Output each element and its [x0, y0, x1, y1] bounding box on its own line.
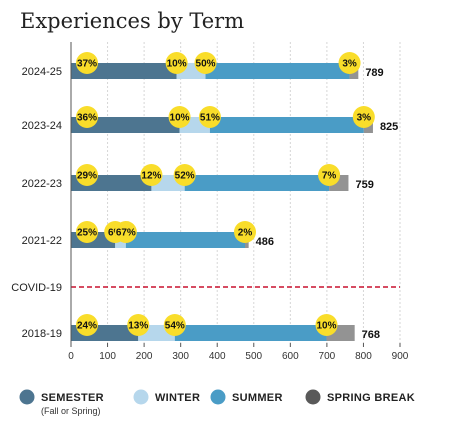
percent-bubble [352, 106, 375, 128]
x-tick-label: 800 [355, 351, 372, 362]
percent-bubble [163, 314, 186, 336]
percent-bubble [338, 52, 361, 74]
percent-label: 50% [196, 59, 216, 70]
x-tick-label: 600 [282, 351, 299, 362]
row-label: 2023-24 [22, 120, 62, 132]
legend-label: SPRING BREAK [327, 392, 415, 404]
x-tick-label: 0 [68, 351, 74, 362]
row-label: 2021-22 [22, 235, 62, 247]
bars: 2024-25 37% 10% 50% 3% 789 2023-24 36% 10% 51% 3% 8… [11, 52, 400, 341]
x-tick-label: 200 [136, 351, 153, 362]
percent-label: 24% [77, 321, 97, 332]
percent-bubble [318, 164, 341, 186]
x-tick-label: 700 [319, 351, 336, 362]
percent-label: 36% [77, 113, 97, 124]
percent-label: 7% [322, 171, 337, 182]
gridlines [70, 42, 401, 343]
percent-label: 3% [357, 113, 372, 124]
percent-label: 13% [128, 321, 148, 332]
legend-label: SEMESTER [41, 392, 104, 404]
bar-segment [71, 63, 177, 79]
legend-label: WINTER [155, 392, 200, 404]
row-total: 768 [362, 329, 380, 341]
percent-bubble [198, 106, 221, 128]
row-label: 2022-23 [22, 178, 62, 190]
percent-bubble [76, 52, 98, 74]
legend-label: SUMMER [232, 392, 283, 404]
row-label: 2018-19 [22, 328, 62, 340]
legend-swatch [210, 389, 226, 405]
bar-segment [209, 117, 364, 133]
bar-segment [174, 325, 327, 341]
x-tick-label: 400 [209, 351, 226, 362]
row-label: 2024-25 [22, 66, 62, 78]
percent-bubble [194, 52, 217, 74]
percent-label: 37% [77, 59, 97, 70]
percent-bubble [127, 314, 150, 336]
percent-bubble [234, 221, 257, 243]
percent-label: 29% [77, 171, 97, 182]
bar-segment [125, 232, 246, 248]
percent-label: 3% [342, 59, 357, 70]
percent-bubble [76, 164, 98, 186]
percent-label: 67% [116, 228, 136, 239]
legend-swatch [133, 389, 149, 405]
percent-label: 25% [77, 228, 97, 239]
percent-label: 54% [165, 321, 185, 332]
x-tick-label: 500 [245, 351, 262, 362]
bar-segment [71, 117, 180, 133]
x-tick-label: 300 [172, 351, 189, 362]
percent-bubble [140, 164, 163, 186]
percent-bubble [168, 106, 191, 128]
percent-bubble [114, 221, 137, 243]
percent-bubble [165, 52, 188, 74]
x-axis: 0 100 200 300 400 500 600 700 800 900 [68, 42, 409, 362]
x-tick-label: 900 [392, 351, 409, 362]
percent-bubble [76, 314, 98, 336]
row-total: 759 [355, 179, 373, 191]
row-label: COVID-19 [11, 282, 62, 294]
percent-label: 52% [175, 171, 195, 182]
percent-label: 2% [238, 228, 253, 239]
bar-segment [205, 63, 350, 79]
percent-bubble [173, 164, 196, 186]
percent-label: 51% [200, 113, 220, 124]
x-tick-label: 100 [99, 351, 116, 362]
row-total: 789 [365, 67, 383, 79]
percent-label: 12% [141, 171, 161, 182]
row-total: 486 [256, 236, 274, 248]
legend: SEMESTER (Fall or Spring) WINTER SUMMER SPRI… [19, 389, 415, 416]
legend-swatch [19, 389, 35, 405]
percent-label: 10% [170, 113, 190, 124]
percent-bubble [76, 106, 98, 128]
percent-label: 10% [317, 321, 337, 332]
legend-sublabel: (Fall or Spring) [41, 406, 101, 416]
percent-label: 10% [167, 59, 187, 70]
percent-bubble [76, 221, 98, 243]
chart-title: Experiences by Term [20, 9, 244, 33]
legend-swatch [305, 389, 321, 405]
row-total: 825 [380, 121, 398, 133]
bar-segment [184, 175, 330, 191]
percent-bubble [315, 314, 338, 336]
